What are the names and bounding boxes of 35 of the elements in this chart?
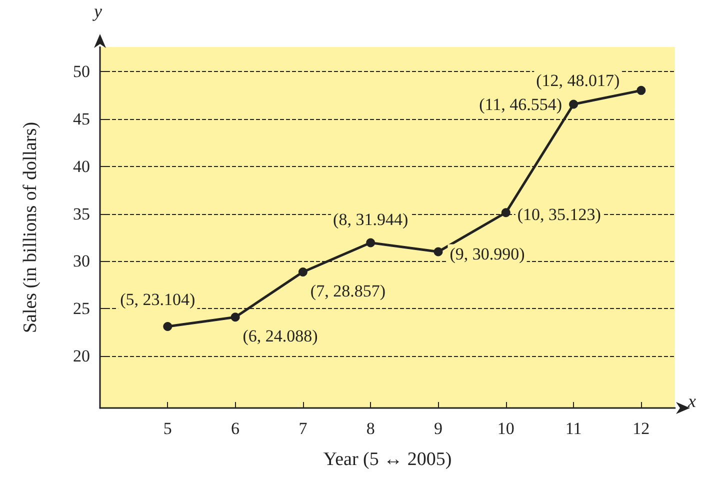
data-label: (7, 28.857) bbox=[310, 281, 386, 300]
x-tick-label: 10 bbox=[497, 419, 514, 438]
y-tick-label: 35 bbox=[73, 204, 90, 224]
data-label: (5, 23.104) bbox=[120, 290, 196, 309]
y-axis-title: Sales (in billions of dollars) bbox=[20, 122, 41, 334]
point bbox=[501, 208, 510, 218]
y-tick-label: 20 bbox=[73, 346, 90, 366]
x-tick-label: 11 bbox=[565, 419, 582, 438]
x-tick-label: 12 bbox=[632, 419, 650, 438]
data-label: (10, 35.123) bbox=[517, 205, 601, 224]
x-tick-label: 8 bbox=[366, 419, 375, 438]
x-tick-label: 5 bbox=[163, 419, 172, 438]
point bbox=[230, 312, 240, 322]
x-axis-title: Year (5 ↔ 2005) bbox=[323, 449, 452, 470]
x-tick-label: 6 bbox=[231, 419, 240, 438]
point bbox=[434, 247, 443, 256]
y-tick-label: 50 bbox=[73, 62, 90, 82]
point bbox=[366, 238, 376, 248]
data-label: (12, 48.017) bbox=[536, 70, 620, 90]
y-tick-label: 40 bbox=[73, 156, 90, 176]
data-label: (11, 46.554) bbox=[479, 94, 562, 114]
data-label: (9, 30.990) bbox=[450, 244, 525, 264]
text: y bbox=[92, 1, 102, 21]
point bbox=[298, 267, 308, 276]
x-tick-label: 7 bbox=[298, 419, 308, 438]
point bbox=[163, 322, 172, 331]
x-tick-label: 9 bbox=[434, 419, 442, 438]
y-tick-label: 45 bbox=[73, 110, 90, 129]
y-tick-label: 25 bbox=[73, 299, 90, 318]
data-label: (6, 24.088) bbox=[242, 326, 318, 346]
y-tick-label: 30 bbox=[73, 252, 90, 271]
point bbox=[636, 86, 646, 95]
point bbox=[569, 100, 578, 109]
text: x bbox=[687, 391, 696, 411]
data-label: (8, 31.944) bbox=[333, 210, 408, 230]
